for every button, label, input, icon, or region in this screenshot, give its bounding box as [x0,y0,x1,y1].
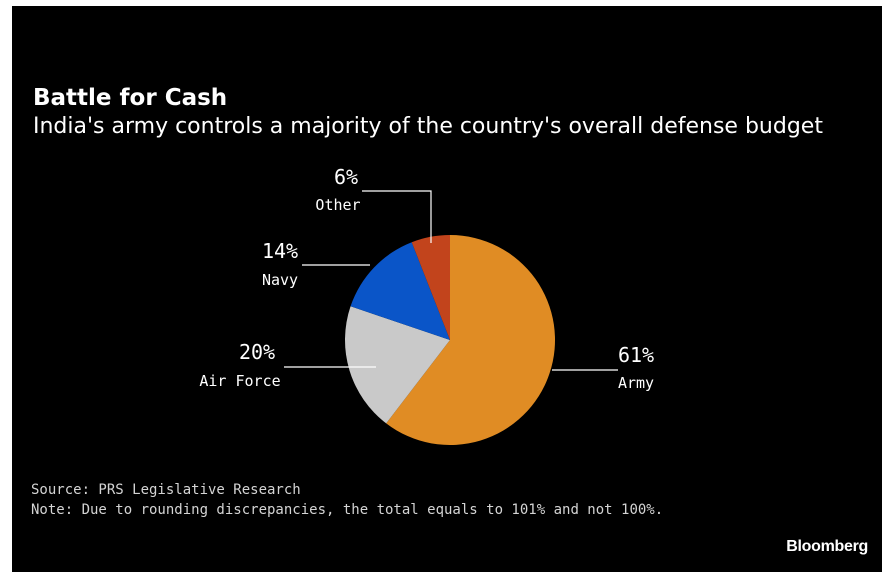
slice-category-label-other: Other [315,196,360,214]
slice-value-label-navy: 14% [262,239,298,263]
chart-title: Battle for Cash [33,85,228,111]
slice-category-label-air-force: Air Force [199,372,280,390]
slice-category-label-army: Army [618,374,654,392]
pie-slice-air-force [345,306,450,424]
pie-slice-navy [350,242,450,340]
source-note: Source: PRS Legislative Research [31,482,301,498]
slice-value-label-air-force: 20% [239,340,275,364]
slice-labels: 61% Army 20% Air Force 14% Navy 6% Other [199,165,654,392]
bloomberg-logo: Bloomberg [786,538,868,555]
pie-slice-army [386,235,556,445]
slice-category-label-navy: Navy [262,271,298,289]
slice-value-label-other: 6% [334,165,358,189]
chart-frame: Battle for Cash India's army controls a … [12,6,882,572]
pie-slice-other [411,235,450,340]
leader-lines [284,190,618,371]
leader-line-other [362,190,432,243]
chart-subtitle: India's army controls a majority of the … [33,114,823,139]
slice-value-label-army: 61% [618,343,654,367]
pie-chart: 61% Army 20% Air Force 14% Navy 6% Other [199,165,654,445]
pie-slices [345,235,556,445]
rounding-note: Note: Due to rounding discrepancies, the… [31,502,664,518]
